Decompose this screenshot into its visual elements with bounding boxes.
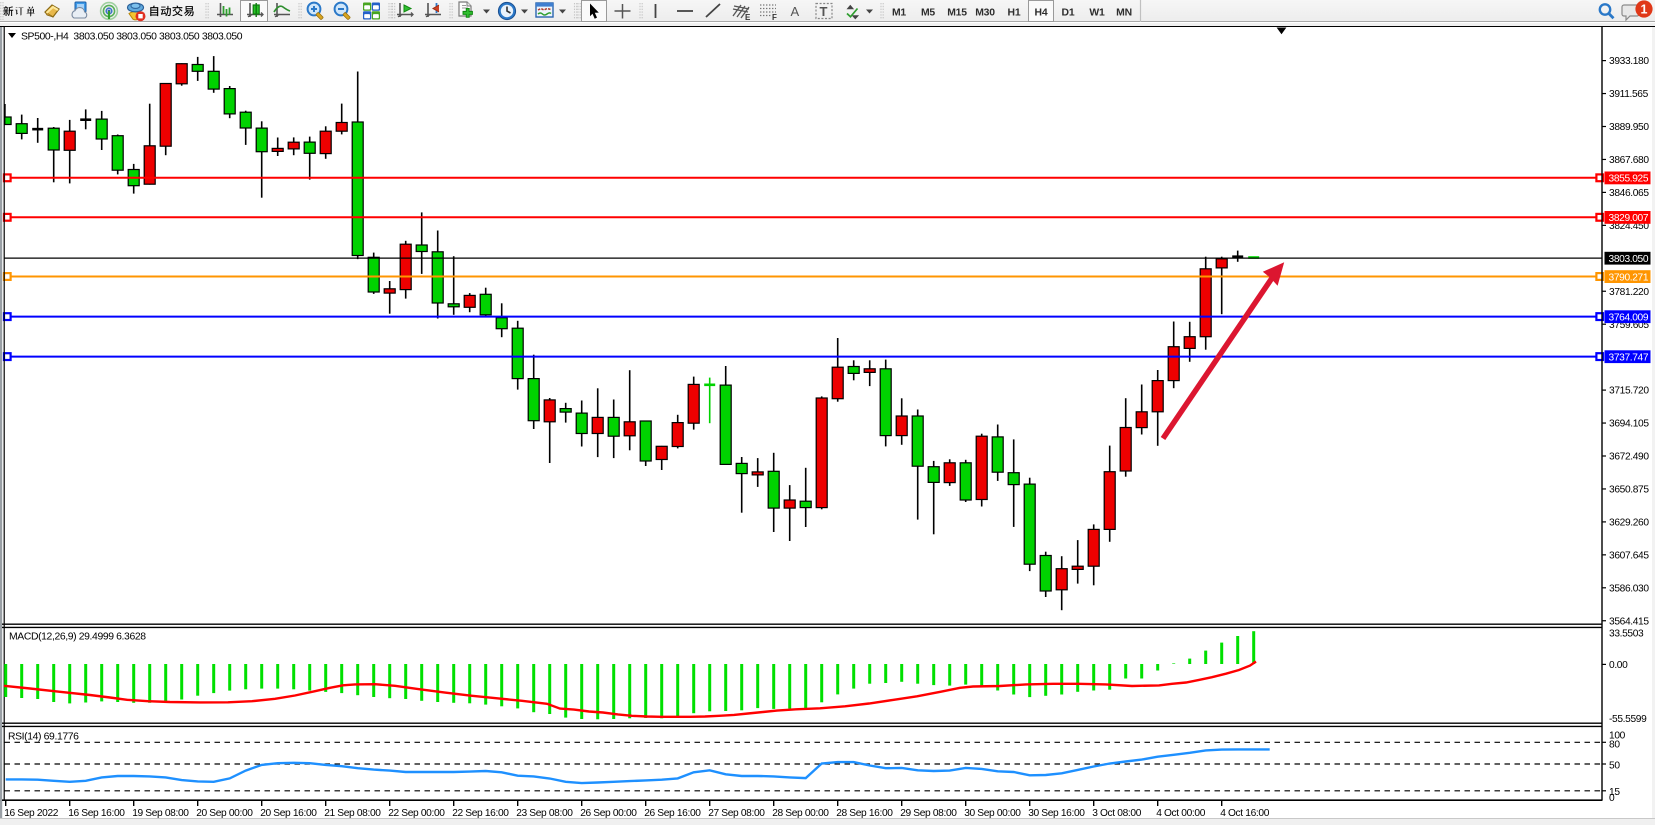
svg-text:RSI(14) 69.1776: RSI(14) 69.1776 [8,732,79,743]
svg-text:4 Oct 00:00: 4 Oct 00:00 [1156,808,1206,819]
svg-text:3824.450: 3824.450 [1609,221,1649,232]
svg-text:16 Sep 16:00: 16 Sep 16:00 [68,808,125,819]
svg-text:3650.875: 3650.875 [1609,485,1649,496]
svg-text:3855.925: 3855.925 [1609,174,1649,185]
svg-text:3 Oct 08:00: 3 Oct 08:00 [1092,808,1142,819]
svg-text:MACD(12,26,9) 29.4999 6.3628: MACD(12,26,9) 29.4999 6.3628 [9,632,146,643]
svg-text:30 Sep 00:00: 30 Sep 00:00 [964,808,1021,819]
svg-text:1: 1 [1641,3,1648,17]
svg-text:M30: M30 [975,8,995,19]
svg-text:A: A [791,4,800,19]
svg-text:0: 0 [1609,793,1615,804]
svg-text:16 Sep 2022: 16 Sep 2022 [4,808,59,819]
svg-text:28 Sep 00:00: 28 Sep 00:00 [772,808,829,819]
svg-text:H1: H1 [1008,8,1021,19]
svg-text:M15: M15 [947,8,967,19]
svg-text:3846.065: 3846.065 [1609,188,1649,199]
svg-text:3911.565: 3911.565 [1609,89,1649,100]
svg-text:D1: D1 [1062,8,1075,19]
svg-text:3764.009: 3764.009 [1609,313,1649,324]
svg-text:27 Sep 08:00: 27 Sep 08:00 [708,808,765,819]
svg-text:80: 80 [1609,739,1620,750]
svg-text:28 Sep 16:00: 28 Sep 16:00 [836,808,893,819]
svg-text:H4: H4 [1035,8,1048,19]
svg-text:M1: M1 [892,8,906,19]
svg-text:3933.180: 3933.180 [1609,56,1649,67]
svg-text:E: E [745,13,751,22]
svg-text:0.00: 0.00 [1609,660,1628,671]
svg-text:3737.747: 3737.747 [1609,353,1649,364]
svg-text:3715.720: 3715.720 [1609,386,1649,397]
svg-text:26 Sep 00:00: 26 Sep 00:00 [580,808,637,819]
svg-text:SP500-,H4 3803.050 3803.050 3: SP500-,H4 3803.050 3803.050 3803.050 380… [21,32,243,43]
svg-text:20 Sep 00:00: 20 Sep 00:00 [196,808,253,819]
svg-text:19 Sep 08:00: 19 Sep 08:00 [132,808,189,819]
svg-text:F: F [772,13,777,22]
svg-text:100: 100 [1609,731,1626,742]
svg-text:3889.950: 3889.950 [1609,122,1649,133]
svg-text:3694.105: 3694.105 [1609,419,1649,430]
svg-text:3829.007: 3829.007 [1609,213,1649,224]
svg-text:3867.680: 3867.680 [1609,155,1649,166]
svg-text:3564.415: 3564.415 [1609,616,1649,627]
svg-text:23 Sep 08:00: 23 Sep 08:00 [516,808,573,819]
svg-text:3781.220: 3781.220 [1609,287,1649,298]
svg-text:MN: MN [1116,8,1132,19]
svg-text:29 Sep 08:00: 29 Sep 08:00 [900,808,957,819]
svg-text:15: 15 [1609,787,1620,798]
svg-text:-55.5599: -55.5599 [1609,714,1647,725]
svg-text:3803.050: 3803.050 [1609,254,1649,265]
svg-text:T: T [820,4,828,19]
svg-text:26 Sep 16:00: 26 Sep 16:00 [644,808,701,819]
svg-text:3672.490: 3672.490 [1609,452,1649,463]
svg-text:50: 50 [1609,761,1620,772]
svg-text:3790.271: 3790.271 [1609,272,1649,283]
svg-text:22 Sep 00:00: 22 Sep 00:00 [388,808,445,819]
svg-text:3759.605: 3759.605 [1609,320,1649,331]
svg-text:21 Sep 08:00: 21 Sep 08:00 [324,808,381,819]
svg-text:4 Oct 16:00: 4 Oct 16:00 [1220,808,1270,819]
svg-text:M5: M5 [921,8,935,19]
svg-text:33.5503: 33.5503 [1609,629,1644,640]
svg-text:30 Sep 16:00: 30 Sep 16:00 [1028,808,1085,819]
svg-text:W1: W1 [1089,8,1105,19]
svg-text:3586.030: 3586.030 [1609,583,1649,594]
svg-text:3607.645: 3607.645 [1609,550,1649,561]
svg-text:3629.260: 3629.260 [1609,518,1649,529]
svg-text:20 Sep 16:00: 20 Sep 16:00 [260,808,317,819]
svg-text:22 Sep 16:00: 22 Sep 16:00 [452,808,509,819]
